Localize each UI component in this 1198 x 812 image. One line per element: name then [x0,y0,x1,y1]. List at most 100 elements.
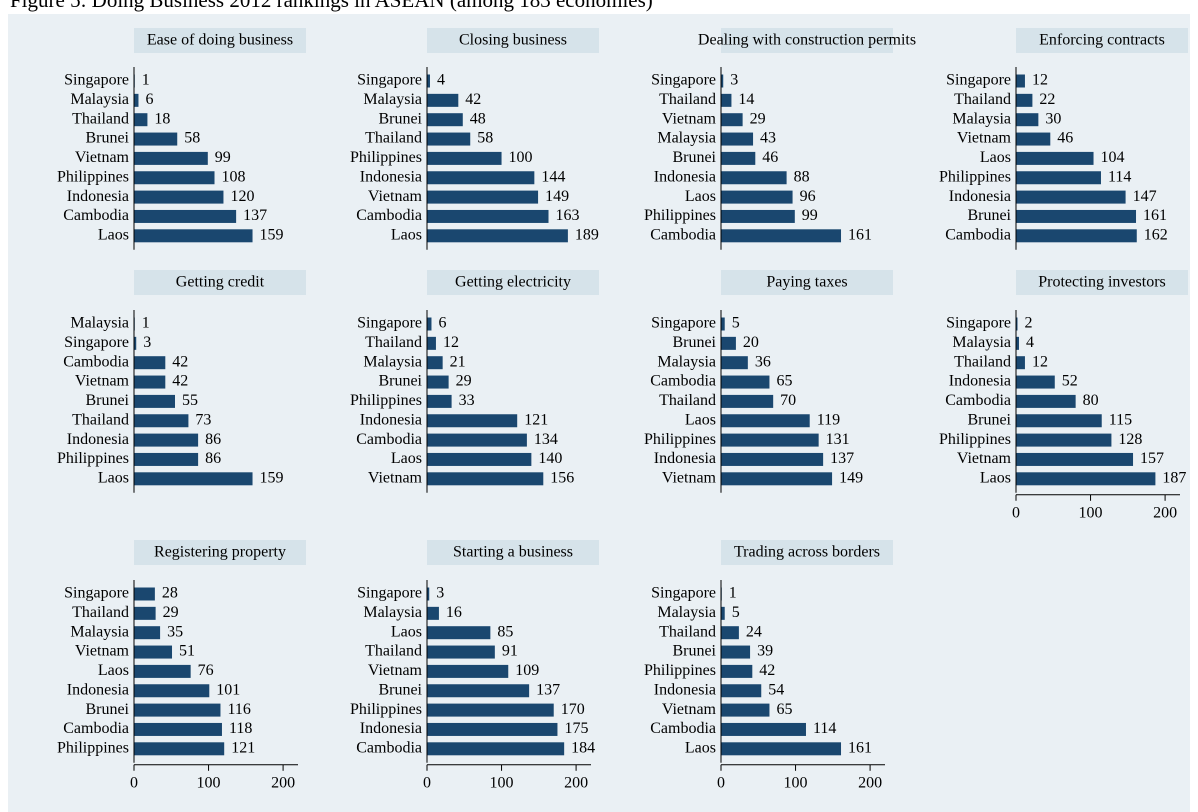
bar [134,113,148,127]
panel-header [721,270,893,295]
value-label: 3 [730,72,738,89]
category-label: Singapore [946,72,1011,89]
category-label: Philippines [57,168,129,185]
bar [721,93,732,107]
category-label: Thailand [659,91,716,108]
bar [134,626,161,640]
panel-header [427,540,599,565]
value-label: 116 [227,701,250,718]
bar [721,645,751,659]
bar [721,452,824,466]
bar [721,336,736,350]
value-label: 114 [813,720,836,737]
value-label: 175 [564,720,588,737]
value-label: 99 [802,207,818,224]
value-label: 4 [1026,334,1034,351]
bar [721,190,793,204]
value-label: 128 [1118,431,1142,448]
category-label: Singapore [64,72,129,89]
bar [721,113,743,127]
value-label: 73 [195,411,211,428]
category-label: Philippines [350,149,422,166]
value-label: 131 [826,431,850,448]
bar [721,171,787,185]
category-label: Thailand [72,411,129,428]
panel-header [134,270,306,295]
category-label: Cambodia [356,207,422,224]
value-label: 76 [198,662,214,679]
value-label: 101 [216,681,240,698]
value-label: 189 [575,226,599,243]
bar [721,74,724,88]
category-label: Singapore [64,585,129,602]
bar [427,645,495,659]
category-label: Singapore [651,585,716,602]
x-tick-label: 0 [717,774,725,791]
category-label: Thailand [72,110,129,127]
value-label: 65 [776,373,792,390]
bar [427,132,471,146]
bar [134,587,155,601]
value-label: 29 [750,110,766,127]
value-label: 1 [142,315,150,332]
value-label: 144 [541,168,565,185]
bar [721,317,725,331]
x-tick-label: 0 [423,774,431,791]
bar [1016,375,1055,389]
bar [134,190,224,204]
value-label: 137 [536,681,560,698]
value-label: 51 [179,643,195,660]
category-label: Laos [980,469,1011,486]
bar [134,93,139,107]
panel-header [134,540,306,565]
category-label: Vietnam [957,130,1012,147]
bar [1016,113,1039,127]
value-label: 121 [524,411,548,428]
category-label: Indonesia [67,188,129,205]
bar [1016,394,1076,408]
category-label: Indonesia [67,681,129,698]
value-label: 5 [732,604,740,621]
bar [427,317,432,331]
bar [1016,414,1102,428]
bar [427,472,544,486]
category-label: Thailand [365,130,422,147]
panel-title: Getting electricity [455,274,571,291]
bar [427,452,532,466]
category-label: Thailand [365,334,422,351]
value-label: 48 [470,110,486,127]
bar [1016,472,1156,486]
value-label: 1 [729,585,737,602]
category-label: Indonesia [360,168,422,185]
value-label: 35 [167,623,183,640]
category-label: Vietnam [75,149,130,166]
value-label: 52 [1062,373,1078,390]
value-label: 42 [172,353,188,370]
panel-title: Starting a business [453,544,573,561]
panel-title: Paying taxes [766,274,847,291]
value-label: 3 [143,334,151,351]
bar [427,113,463,127]
value-label: 162 [1144,226,1168,243]
value-label: 42 [759,662,775,679]
value-label: 46 [1057,130,1073,147]
category-label: Vietnam [75,643,130,660]
bar [134,452,199,466]
bar [427,394,452,408]
category-label: Philippines [57,739,129,756]
category-label: Brunei [378,110,422,127]
panel-title: Protecting investors [1038,274,1166,291]
bar [427,433,527,447]
bar [134,645,173,659]
x-tick-label: 0 [130,774,138,791]
panel-title: Dealing with construction permits [698,32,916,49]
bar [721,742,842,756]
value-label: 2 [1024,315,1032,332]
bar [1016,433,1112,447]
bar [134,703,221,717]
value-label: 88 [794,168,810,185]
value-label: 29 [163,604,179,621]
category-label: Thailand [659,392,716,409]
value-label: 170 [561,701,585,718]
category-label: Cambodia [650,226,716,243]
